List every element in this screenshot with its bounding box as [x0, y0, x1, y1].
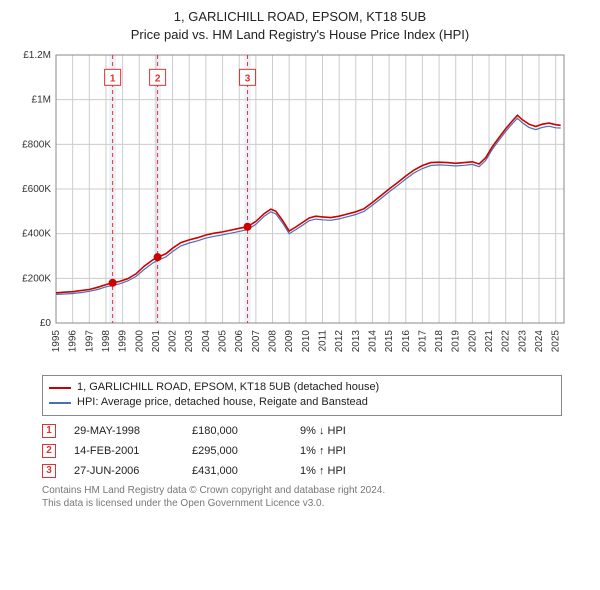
x-tick-label: 2002: [168, 330, 179, 353]
x-tick-label: 2006: [234, 330, 245, 353]
event-list: 1 29-MAY-1998 £180,000 9% ↓ HPI 2 14-FEB-2001…: [42, 424, 562, 478]
x-tick-label: 2014: [367, 330, 378, 353]
x-tick-label: 1998: [101, 330, 112, 353]
title-line-1: 1, GARLICHILL ROAD, EPSOM, KT18 5UB: [10, 8, 590, 26]
x-tick-label: 2017: [417, 330, 428, 353]
x-tick-label: 2005: [218, 330, 229, 353]
event-date: 27-JUN-2006: [74, 465, 174, 477]
x-tick-label: 2021: [484, 330, 495, 353]
event-price: £431,000: [192, 465, 282, 477]
x-tick-label: 2013: [351, 330, 362, 353]
x-tick-label: 1996: [68, 330, 79, 353]
title-line-2: Price paid vs. HM Land Registry's House …: [10, 26, 590, 44]
event-price: £295,000: [192, 445, 282, 457]
x-tick-label: 2009: [284, 330, 295, 353]
y-tick-label: £800K: [22, 139, 51, 150]
footnote-line-2: This data is licensed under the Open Gov…: [42, 497, 562, 511]
y-tick-label: £0: [40, 318, 52, 329]
event-price: £180,000: [192, 425, 282, 437]
y-tick-label: £200K: [22, 273, 51, 284]
event-date: 29-MAY-1998: [74, 425, 174, 437]
x-tick-label: 2022: [501, 330, 512, 353]
event-marker-label: 1: [110, 73, 116, 84]
x-tick-label: 2010: [301, 330, 312, 353]
x-tick-label: 2000: [134, 330, 145, 353]
x-tick-label: 2024: [534, 330, 545, 353]
event-number-box: 1: [42, 424, 56, 438]
x-tick-label: 2018: [434, 330, 445, 353]
x-tick-label: 2011: [317, 330, 328, 352]
x-tick-label: 2003: [184, 330, 195, 353]
chart-title: 1, GARLICHILL ROAD, EPSOM, KT18 5UB Pric…: [10, 8, 590, 43]
event-number-box: 2: [42, 444, 56, 458]
legend-swatch: [49, 387, 71, 389]
series-marker: [109, 279, 117, 287]
x-tick-label: 2016: [401, 330, 412, 353]
event-number-box: 3: [42, 464, 56, 478]
footnote-line-1: Contains HM Land Registry data © Crown c…: [42, 484, 562, 498]
y-tick-label: £1.2M: [23, 50, 51, 61]
footnote: Contains HM Land Registry data © Crown c…: [42, 484, 562, 511]
event-row: 2 14-FEB-2001 £295,000 1% ↑ HPI: [42, 444, 562, 458]
x-tick-label: 1999: [118, 330, 129, 353]
x-tick-label: 2025: [551, 330, 562, 353]
legend-item: 1, GARLICHILL ROAD, EPSOM, KT18 5UB (det…: [49, 380, 555, 395]
legend-swatch: [49, 402, 71, 404]
x-tick-label: 2015: [384, 330, 395, 353]
y-tick-label: £600K: [22, 184, 51, 195]
event-marker-label: 2: [155, 73, 161, 84]
x-tick-label: 2001: [151, 330, 162, 353]
x-tick-label: 2007: [251, 330, 262, 353]
legend-item: HPI: Average price, detached house, Reig…: [49, 395, 555, 410]
chart-area: £0 £200K £400K £600K £800K £1M £1.2M 1995 1996 19…: [10, 49, 590, 369]
x-tick-label: 1995: [51, 330, 62, 353]
event-date: 14-FEB-2001: [74, 445, 174, 457]
x-tick-label: 2020: [467, 330, 478, 353]
x-tick-label: 2004: [201, 330, 212, 353]
event-delta: 9% ↓ HPI: [300, 425, 390, 437]
legend-label: 1, GARLICHILL ROAD, EPSOM, KT18 5UB (det…: [77, 380, 379, 395]
event-row: 1 29-MAY-1998 £180,000 9% ↓ HPI: [42, 424, 562, 438]
event-marker-label: 3: [245, 73, 251, 84]
series-marker: [154, 253, 162, 261]
x-tick-label: 2023: [517, 330, 528, 353]
event-row: 3 27-JUN-2006 £431,000 1% ↑ HPI: [42, 464, 562, 478]
legend: 1, GARLICHILL ROAD, EPSOM, KT18 5UB (det…: [42, 375, 562, 416]
event-delta: 1% ↑ HPI: [300, 465, 390, 477]
x-tick-label: 2019: [451, 330, 462, 353]
legend-label: HPI: Average price, detached house, Reig…: [77, 395, 368, 410]
x-tick-label: 2012: [334, 330, 345, 353]
x-tick-label: 1997: [84, 330, 95, 353]
y-tick-label: £1M: [32, 95, 51, 106]
y-tick-label: £400K: [22, 229, 51, 240]
x-tick-label: 2008: [268, 330, 279, 353]
event-delta: 1% ↑ HPI: [300, 445, 390, 457]
series-marker: [244, 223, 252, 231]
line-chart: £0 £200K £400K £600K £800K £1M £1.2M 1995 1996 19…: [10, 49, 570, 369]
